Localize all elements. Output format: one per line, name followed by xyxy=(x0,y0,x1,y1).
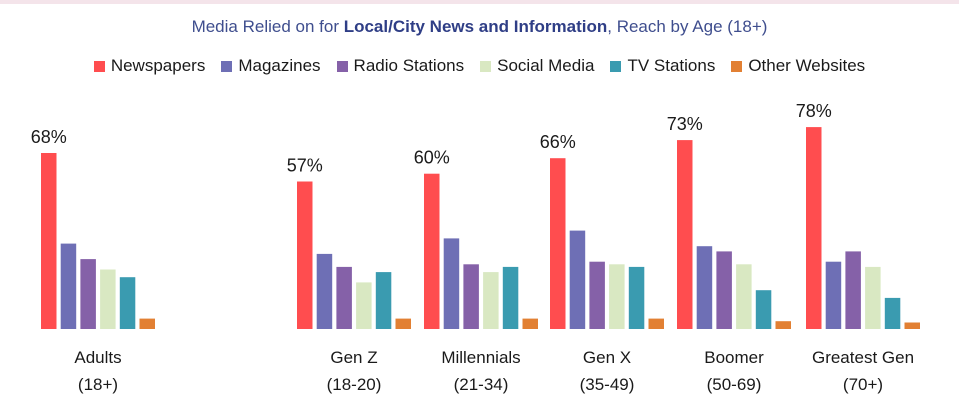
legend-swatch-radio-stations xyxy=(336,60,348,72)
category-label-gen-x: Gen X xyxy=(583,348,631,367)
legend: Newspapers Magazines Radio Stations Soci… xyxy=(0,54,959,78)
bar-boomer-newspapers xyxy=(677,140,693,329)
bar-gen-x-tv-stations xyxy=(628,266,645,329)
legend-label-radio-stations: Radio Stations xyxy=(353,56,465,75)
bar-millennials-magazines xyxy=(443,238,460,329)
bar-gen-z-tv-stations xyxy=(375,272,392,329)
data-label-greatest-gen: 78% xyxy=(796,101,832,121)
category-label-gen-x-sub: (35-49) xyxy=(580,375,635,394)
bar-adults-newspapers xyxy=(41,153,57,329)
bar-adults-tv-stations xyxy=(119,277,136,329)
bar-boomer-magazines xyxy=(696,246,713,329)
bar-millennials-newspapers xyxy=(424,173,440,329)
legend-item-social-media: Social Media xyxy=(480,56,594,76)
category-label-greatest-gen: Greatest Gen xyxy=(812,348,914,367)
bar-gen-z-newspapers xyxy=(297,181,313,329)
category-label-gen-z: Gen Z xyxy=(330,348,377,367)
bar-gen-x-magazines xyxy=(569,230,586,329)
data-label-gen-x: 66% xyxy=(540,132,576,152)
data-label-adults: 68% xyxy=(31,127,67,147)
data-label-gen-z: 57% xyxy=(287,156,323,176)
bar-adults-social-media xyxy=(100,269,116,329)
bar-gen-z-other-websites xyxy=(395,318,411,329)
top-rule xyxy=(0,0,959,4)
legend-item-radio-stations: Radio Stations xyxy=(336,56,465,76)
legend-item-other-websites: Other Websites xyxy=(731,56,865,76)
bar-greatest-gen-other-websites xyxy=(904,322,920,329)
bar-boomer-tv-stations xyxy=(755,290,772,329)
legend-item-newspapers: Newspapers xyxy=(93,56,206,76)
category-label-millennials: Millennials xyxy=(441,348,520,367)
bar-adults-other-websites xyxy=(139,318,155,329)
category-label-millennials-sub: (21-34) xyxy=(454,375,509,394)
legend-label-magazines: Magazines xyxy=(238,56,321,75)
chart-title: Media Relied on for Local/City News and … xyxy=(0,17,959,37)
bar-gen-z-radio-stations xyxy=(336,266,352,329)
bar-gen-x-other-websites xyxy=(648,318,664,329)
category-label-greatest-gen-sub: (70+) xyxy=(843,375,883,394)
legend-label-newspapers: Newspapers xyxy=(110,56,206,75)
bar-boomer-social-media xyxy=(736,264,752,329)
category-label-boomer: Boomer xyxy=(704,348,764,367)
bar-gen-x-radio-stations xyxy=(589,261,605,329)
bar-millennials-other-websites xyxy=(522,318,538,329)
bar-gen-x-social-media xyxy=(609,264,625,329)
category-label-adults: Adults xyxy=(74,348,121,367)
legend-label-tv-stations: TV Stations xyxy=(627,56,716,75)
bar-millennials-radio-stations xyxy=(463,264,479,329)
legend-swatch-tv-stations xyxy=(610,60,622,72)
category-label-adults-sub: (18+) xyxy=(78,375,118,394)
bar-adults-magazines xyxy=(60,243,77,329)
bar-gen-z-social-media xyxy=(356,282,372,329)
bar-boomer-other-websites xyxy=(775,321,791,329)
chart-title-prefix: Media Relied on for xyxy=(191,17,344,36)
legend-item-tv-stations: TV Stations xyxy=(610,56,715,76)
bar-greatest-gen-radio-stations xyxy=(845,251,861,329)
category-label-boomer-sub: (50-69) xyxy=(707,375,762,394)
bar-greatest-gen-social-media xyxy=(865,266,881,329)
legend-swatch-social-media xyxy=(480,60,492,72)
data-label-millennials: 60% xyxy=(414,148,450,168)
legend-label-social-media: Social Media xyxy=(497,56,595,75)
bar-adults-radio-stations xyxy=(80,259,96,329)
bar-boomer-radio-stations xyxy=(716,251,732,329)
bar-greatest-gen-tv-stations xyxy=(884,297,901,329)
bar-millennials-tv-stations xyxy=(502,266,519,329)
data-label-boomer: 73% xyxy=(667,114,703,134)
chart-title-suffix: , Reach by Age (18+) xyxy=(607,17,768,36)
bar-gen-z-magazines xyxy=(316,253,333,329)
legend-swatch-magazines xyxy=(221,60,233,72)
legend-label-other-websites: Other Websites xyxy=(748,56,866,75)
bar-gen-x-newspapers xyxy=(550,158,566,329)
bar-greatest-gen-magazines xyxy=(825,261,842,329)
legend-swatch-newspapers xyxy=(93,60,105,72)
bar-millennials-social-media xyxy=(483,272,499,329)
chart-title-bold: Local/City News and Information xyxy=(343,17,608,36)
bar-greatest-gen-newspapers xyxy=(806,127,822,329)
category-label-gen-z-sub: (18-20) xyxy=(327,375,382,394)
legend-swatch-other-websites xyxy=(731,60,743,72)
legend-item-magazines: Magazines xyxy=(221,56,321,76)
